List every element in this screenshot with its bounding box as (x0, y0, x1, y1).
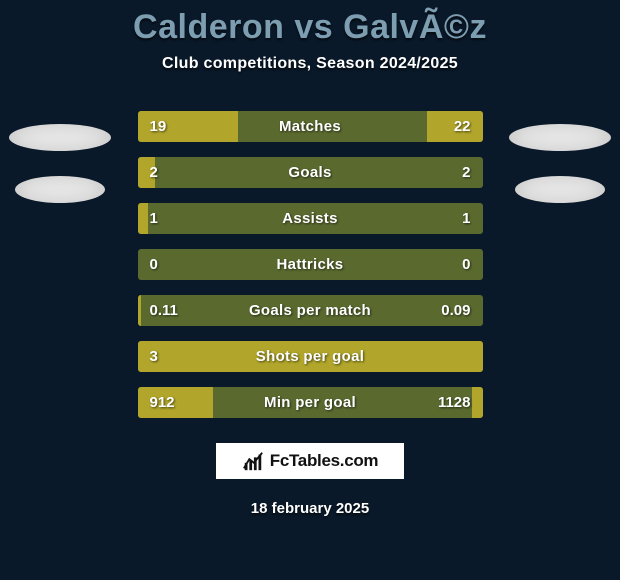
placeholder-badge (509, 124, 611, 151)
stat-row: 0Hattricks0 (138, 249, 483, 280)
stat-name: Goals per match (138, 302, 483, 319)
placeholder-badge (9, 124, 111, 151)
stat-row: 2Goals2 (138, 157, 483, 188)
stat-row: 3Shots per goal (138, 341, 483, 372)
stat-row: 19Matches22 (138, 111, 483, 142)
player1-name: Calderon (133, 8, 284, 46)
brand-text: FcTables.com (270, 451, 379, 471)
player2-name: GalvÃ©z (343, 8, 487, 46)
page-title: Calderon vs GalvÃ©z (0, 0, 620, 47)
competition-subtitle: Club competitions, Season 2024/2025 (0, 55, 620, 73)
date-line: 18 february 2025 (0, 500, 620, 517)
stat-row: 1Assists1 (138, 203, 483, 234)
vs-separator: vs (294, 8, 333, 46)
placeholder-badge (515, 176, 605, 203)
stat-name: Goals (138, 164, 483, 181)
stat-rows: 19Matches22 2Goals2 1Assists1 0Hattricks0 0.… (138, 111, 483, 418)
stat-name: Hattricks (138, 256, 483, 273)
placeholder-badge (15, 176, 105, 203)
stat-name: Matches (138, 118, 483, 135)
stat-row: 912Min per goal1128 (138, 387, 483, 418)
stat-name: Shots per goal (138, 348, 483, 365)
brand-chart-icon (242, 450, 264, 472)
stat-name: Min per goal (138, 394, 483, 411)
brand-box: FcTables.com (215, 442, 405, 480)
stat-name: Assists (138, 210, 483, 227)
stat-row: 0.11Goals per match0.09 (138, 295, 483, 326)
